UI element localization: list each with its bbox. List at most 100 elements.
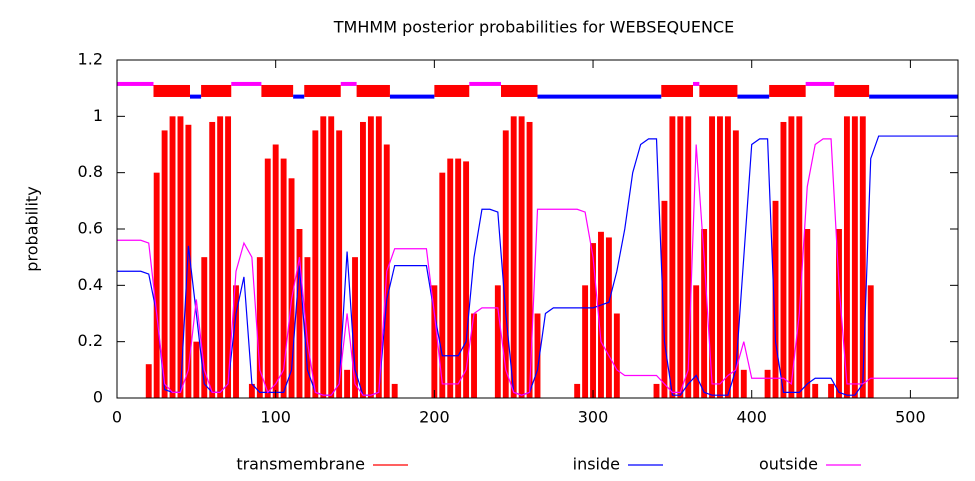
topology-segment — [537, 94, 662, 99]
impulse-bar — [812, 383, 819, 398]
probability-line — [117, 138, 958, 396]
x-tick-label: 500 — [895, 408, 926, 427]
topology-segment — [434, 84, 470, 97]
topology-segment — [293, 94, 305, 99]
impulse-bar — [320, 116, 327, 398]
topology-segment — [201, 84, 232, 97]
topology-segment — [261, 84, 294, 97]
topology-segment — [340, 81, 357, 86]
legend-label: inside — [573, 455, 620, 474]
impulse-bar — [201, 257, 208, 398]
impulse-bar — [375, 116, 382, 398]
impulse-bar — [367, 116, 374, 398]
x-tick-label: 0 — [112, 408, 122, 427]
impulse-bar — [804, 229, 811, 398]
topology-segment — [189, 94, 202, 99]
impulse-bar — [185, 124, 192, 399]
impulse-bar — [264, 158, 271, 398]
impulse-bar — [439, 172, 446, 398]
topology-segment — [117, 81, 154, 86]
topology-segment — [389, 94, 435, 99]
topology-segment — [153, 84, 190, 97]
probability-line — [117, 135, 958, 396]
impulse-bar — [328, 116, 335, 398]
impulse-bar — [780, 121, 787, 398]
impulse-bar — [677, 116, 684, 398]
impulse-bar — [391, 383, 398, 398]
impulse-bar — [463, 161, 470, 398]
impulse-bar — [161, 130, 168, 398]
x-tick-label: 200 — [419, 408, 450, 427]
topology-segment — [356, 84, 390, 97]
impulse-bar — [764, 369, 771, 398]
y-tick-label: 1.2 — [78, 50, 103, 69]
topology-segment — [869, 94, 958, 99]
topology-segment — [501, 84, 538, 97]
topology-segment — [469, 81, 502, 86]
impulse-bar — [851, 116, 858, 398]
impulse-bar — [796, 116, 803, 398]
impulse-bar — [344, 369, 351, 398]
legend-label: outside — [759, 455, 818, 474]
y-tick-label: 0.6 — [78, 219, 103, 238]
y-axis-label: probability — [23, 186, 42, 271]
topology-segment — [834, 84, 870, 97]
impulse-bar — [153, 172, 160, 398]
impulse-bar — [653, 383, 660, 398]
impulse-bar — [280, 158, 287, 398]
impulse-bar — [582, 285, 589, 398]
impulse-bar — [685, 116, 692, 398]
chart-title: TMHMM posterior probabilities for WEBSEQ… — [333, 18, 734, 37]
impulse-bar — [772, 200, 779, 398]
y-tick-label: 0.2 — [78, 331, 103, 350]
impulse-bar — [288, 178, 295, 398]
impulse-bar — [518, 116, 525, 398]
impulse-bar — [193, 341, 200, 398]
impulse-bar — [534, 313, 541, 398]
impulse-bar — [859, 116, 866, 398]
impulse-bar — [352, 257, 358, 398]
impulse-bar — [574, 383, 581, 398]
impulse-bar — [740, 369, 747, 398]
topology-segment — [737, 94, 770, 99]
topology-segment — [699, 84, 738, 97]
impulse-bar — [145, 364, 152, 398]
impulse-bar — [471, 313, 477, 398]
impulse-bar — [605, 237, 612, 398]
impulse-bar — [732, 130, 739, 398]
impulse-bar — [836, 229, 842, 398]
impulse-bar — [209, 121, 216, 398]
impulse-bar — [431, 285, 438, 398]
impulse-bar — [177, 116, 184, 398]
impulse-bar — [613, 313, 620, 398]
topology-segment — [304, 84, 341, 97]
impulse-bar — [661, 200, 668, 398]
impulse-bar — [272, 144, 279, 398]
topology-segment — [693, 81, 700, 86]
impulse-bar — [843, 116, 850, 398]
impulse-bar — [494, 285, 501, 398]
topology-segment — [231, 81, 262, 86]
y-tick-label: 0 — [93, 388, 103, 407]
impulse-bar — [296, 229, 303, 398]
impulse-bar — [590, 243, 596, 398]
impulse-bar — [312, 130, 319, 398]
impulse-bar — [502, 130, 509, 398]
impulse-bar — [867, 285, 874, 398]
x-tick-label: 100 — [260, 408, 291, 427]
impulse-bar — [724, 116, 731, 398]
impulse-bar — [256, 257, 263, 398]
topology-segment — [805, 81, 835, 86]
impulse-bar — [336, 130, 343, 398]
impulse-bar — [455, 158, 462, 398]
y-tick-label: 0.8 — [78, 162, 103, 181]
y-tick-label: 0.4 — [78, 275, 103, 294]
impulse-bar — [717, 116, 723, 398]
impulse-bar — [360, 121, 366, 398]
impulse-bar — [701, 229, 708, 398]
topology-segment — [661, 84, 694, 97]
impulse-bar — [788, 116, 795, 398]
y-tick-label: 1 — [93, 106, 103, 125]
